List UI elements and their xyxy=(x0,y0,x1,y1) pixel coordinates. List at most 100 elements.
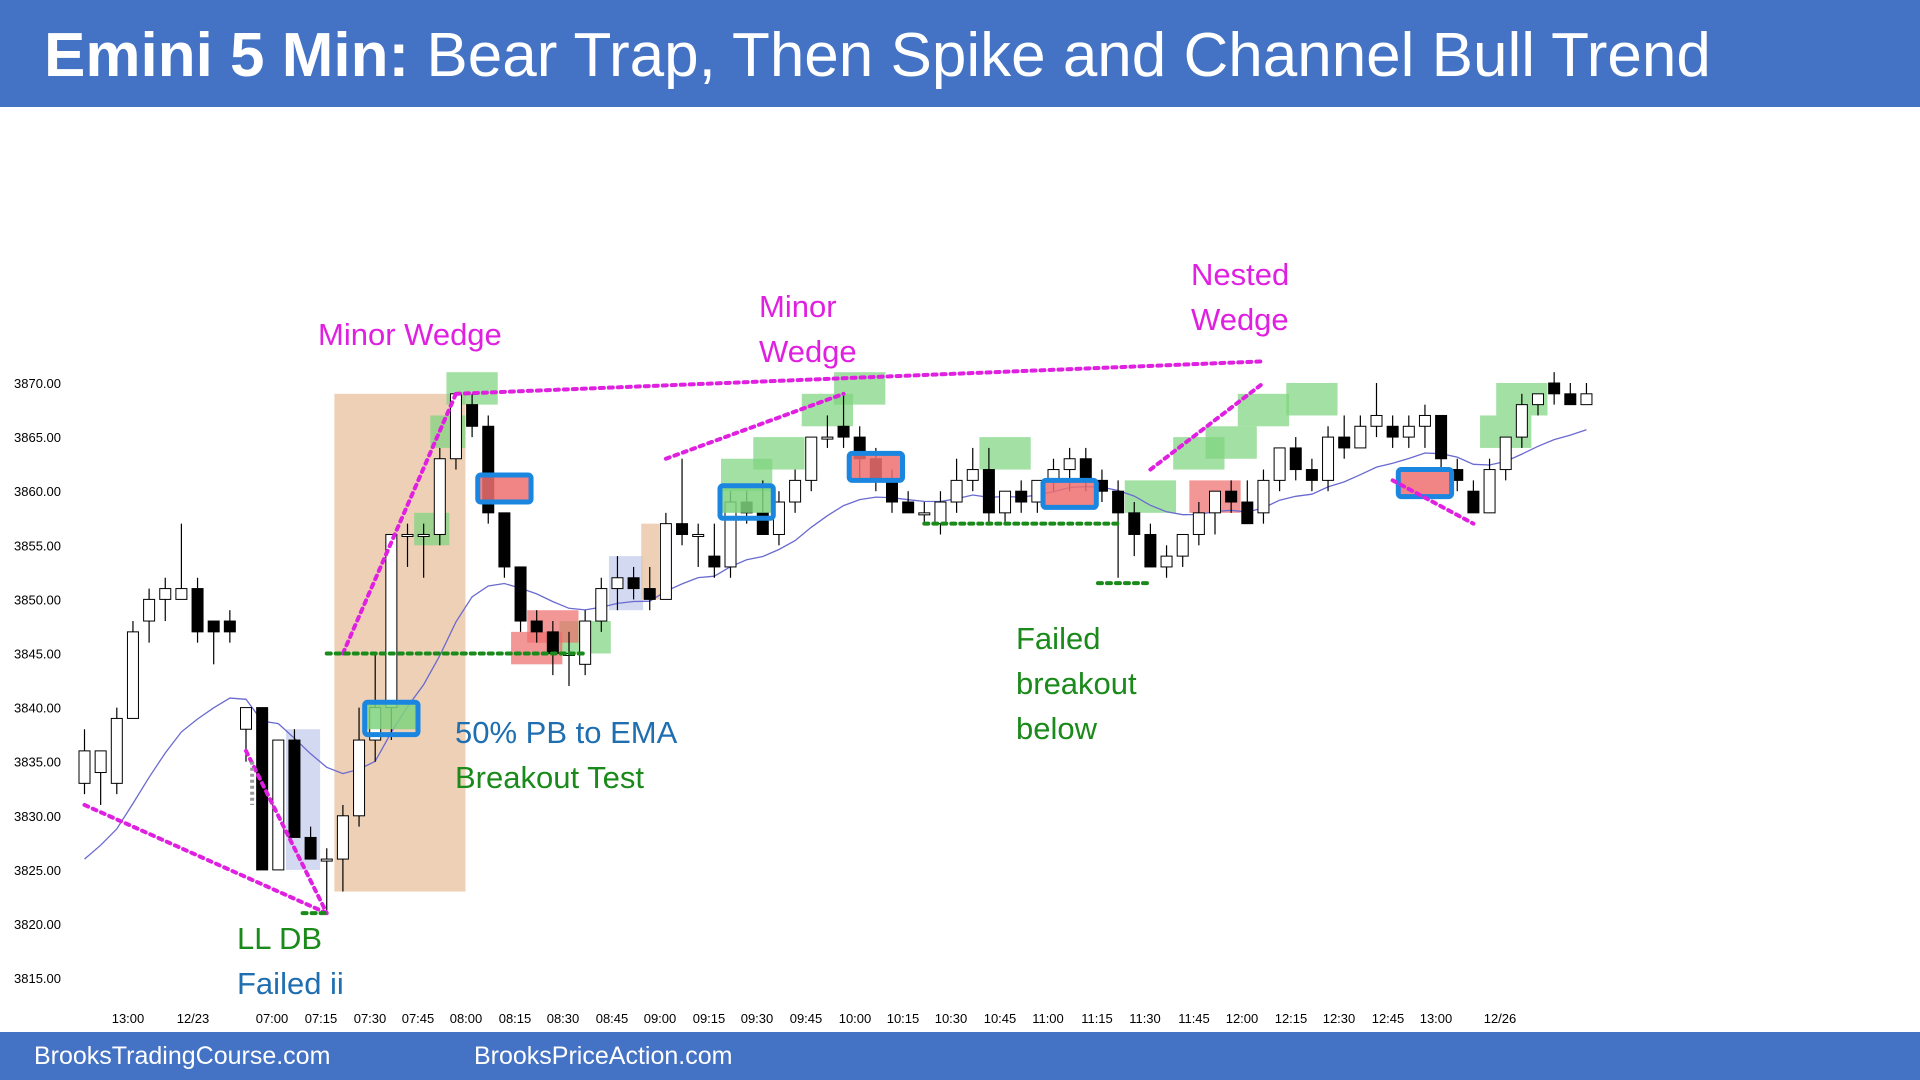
x-tick-label: 11:45 xyxy=(1178,1011,1210,1026)
candle xyxy=(336,804,349,892)
x-tick-label: 07:00 xyxy=(256,1011,289,1026)
axis-layer: 3815.00 3820.00 3825.00 3830.00 3835.00 3840.… xyxy=(14,376,1516,1026)
candle xyxy=(595,577,608,632)
bear-candle-body xyxy=(546,631,559,654)
candle xyxy=(659,512,672,600)
candle xyxy=(1176,533,1189,567)
bear-candle-body xyxy=(886,479,898,503)
candle xyxy=(288,729,301,838)
candle xyxy=(1418,404,1431,448)
candle xyxy=(110,707,123,795)
annotation-line: Wedge xyxy=(1191,302,1289,337)
bull-candle-body xyxy=(821,436,834,440)
bear-candle-body xyxy=(1305,469,1318,481)
bull-candle-body xyxy=(1532,393,1544,406)
bull-candle-body xyxy=(1580,393,1593,406)
bull-candle-body xyxy=(94,750,107,774)
bull-candle-body xyxy=(1418,414,1431,427)
y-tick-label: 3850.00 xyxy=(14,592,61,607)
candle-layer xyxy=(78,372,1593,914)
bull-candle-body xyxy=(595,588,608,622)
candle xyxy=(1160,545,1173,578)
candle xyxy=(466,393,479,438)
footer-link-trading-course[interactable]: BrooksTradingCourse.com xyxy=(34,1042,331,1070)
footer-bar xyxy=(0,1032,1920,1080)
bear-candle-body xyxy=(982,469,995,514)
x-tick-label: 11:15 xyxy=(1081,1011,1113,1026)
bear-candle-body xyxy=(207,620,220,633)
candle xyxy=(982,447,995,524)
candle xyxy=(1305,458,1318,492)
overlay-layer xyxy=(82,359,1476,916)
bull-candle-body xyxy=(175,588,188,600)
footer-link-price-action[interactable]: BrooksPriceAction.com xyxy=(474,1042,733,1070)
candle xyxy=(611,556,624,611)
bear-candle-body xyxy=(466,404,479,427)
signal-bar-outline xyxy=(717,483,776,521)
candle xyxy=(918,502,931,524)
ema-layer xyxy=(84,429,1587,860)
x-tick-label: 12:00 xyxy=(1226,1011,1259,1026)
bull-candle-body xyxy=(611,577,624,590)
bull-candle-body xyxy=(143,598,156,622)
candle xyxy=(805,436,818,492)
annotation-line: Nested xyxy=(1191,257,1290,292)
y-tick-label: 3855.00 xyxy=(14,538,61,553)
bull-candle-body xyxy=(1176,533,1189,557)
bull-candle-body xyxy=(999,490,1012,514)
y-tick-label: 3825.00 xyxy=(14,863,61,878)
x-tick-label: 08:15 xyxy=(499,1011,532,1026)
y-tick-label: 3835.00 xyxy=(14,755,61,770)
annotation-line: Minor Wedge xyxy=(318,317,502,352)
x-tick-label: 12:45 xyxy=(1372,1011,1405,1026)
x-tick-label: 12/23 xyxy=(177,1011,210,1026)
bear-candle-body xyxy=(1338,436,1351,449)
bull-candle-body xyxy=(1402,425,1415,438)
y-tick-label: 3820.00 xyxy=(14,917,61,932)
y-tick-label: 3860.00 xyxy=(14,484,61,499)
candle xyxy=(1499,436,1512,481)
candle xyxy=(175,523,188,600)
bear-candle-body xyxy=(1548,382,1561,395)
bear-candle-body xyxy=(530,620,543,633)
bear-candle-body xyxy=(191,588,204,633)
bear-candle-body xyxy=(1015,490,1028,503)
bear-candle-body xyxy=(1386,425,1399,438)
wedge-line xyxy=(1148,381,1266,472)
annotation-failed-breakout: Failed breakout below xyxy=(1016,616,1137,751)
bear-candle-body xyxy=(288,739,301,838)
bull-candle-body xyxy=(1273,447,1286,481)
annotation-pb-to-ema: 50% PB to EMA xyxy=(455,710,677,755)
bull-candle-body xyxy=(401,533,414,537)
bull-candle-body xyxy=(336,815,349,860)
candle xyxy=(272,739,285,871)
bull-candle-body xyxy=(1063,458,1076,471)
y-tick-label: 3815.00 xyxy=(14,971,61,986)
annotation-line: LL DB xyxy=(237,921,323,956)
bull-candle-body xyxy=(385,533,398,709)
x-tick-label: 10:15 xyxy=(887,1011,920,1026)
bull-candle-body xyxy=(1515,404,1528,438)
candle xyxy=(934,491,947,535)
candle xyxy=(1209,490,1221,535)
spike-zone xyxy=(641,523,660,600)
candle xyxy=(1144,523,1157,568)
x-tick-label: 08:30 xyxy=(547,1011,580,1026)
candle xyxy=(417,523,430,578)
bull-candle-body xyxy=(159,588,172,600)
bull-candle-body xyxy=(805,436,818,481)
annotation-line: Minor xyxy=(759,289,837,324)
x-tick-label: 07:45 xyxy=(402,1011,435,1026)
bear-candle-body xyxy=(223,620,236,633)
x-tick-label: 12:15 xyxy=(1275,1011,1308,1026)
bear-candle-body xyxy=(1112,490,1125,514)
bull-candle-body xyxy=(353,739,366,817)
y-tick-label: 3845.00 xyxy=(14,647,61,662)
candle xyxy=(353,707,366,827)
candle xyxy=(1257,469,1270,524)
bull-candle-body xyxy=(789,479,802,503)
bear-candle-body xyxy=(1225,490,1238,503)
annotation-breakout-test: Breakout Test xyxy=(455,755,644,800)
bull-candle-body xyxy=(918,512,931,516)
bear-candle-body xyxy=(514,566,527,622)
